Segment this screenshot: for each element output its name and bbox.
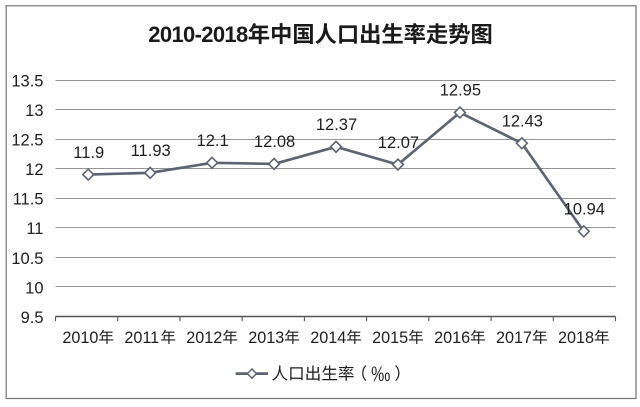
svg-text:2013: 2013 <box>248 329 284 347</box>
svg-text:12.37: 12.37 <box>316 116 357 134</box>
svg-text:2012: 2012 <box>186 329 222 347</box>
svg-text:12.07: 12.07 <box>378 134 419 152</box>
svg-text:12.08: 12.08 <box>254 133 295 151</box>
svg-text:2017: 2017 <box>496 329 532 347</box>
svg-text:2015: 2015 <box>372 329 408 347</box>
svg-text:2010: 2010 <box>62 329 98 347</box>
svg-text:12: 12 <box>25 161 43 179</box>
svg-text:2011: 2011 <box>124 329 159 347</box>
svg-text:10.94: 10.94 <box>564 201 605 219</box>
svg-text:2016: 2016 <box>434 329 470 347</box>
svg-text:12.43: 12.43 <box>502 112 543 130</box>
svg-text:11: 11 <box>26 220 43 238</box>
svg-text:2018: 2018 <box>558 329 594 347</box>
svg-text:11.9: 11.9 <box>73 144 104 162</box>
svg-text:13.5: 13.5 <box>11 72 43 90</box>
svg-text:12.1: 12.1 <box>197 132 229 150</box>
svg-text:9.5: 9.5 <box>21 309 44 327</box>
svg-text:2014: 2014 <box>310 329 346 347</box>
svg-text:11.5: 11.5 <box>13 191 44 209</box>
svg-text:11.93: 11.93 <box>131 142 171 160</box>
svg-text:12.5: 12.5 <box>11 132 43 150</box>
svg-text:13: 13 <box>25 102 43 120</box>
svg-text:12.95: 12.95 <box>440 82 481 100</box>
svg-text:2010-2018: 2010-2018 <box>148 22 248 47</box>
svg-text:10: 10 <box>25 279 43 297</box>
svg-text:10.5: 10.5 <box>11 250 43 268</box>
